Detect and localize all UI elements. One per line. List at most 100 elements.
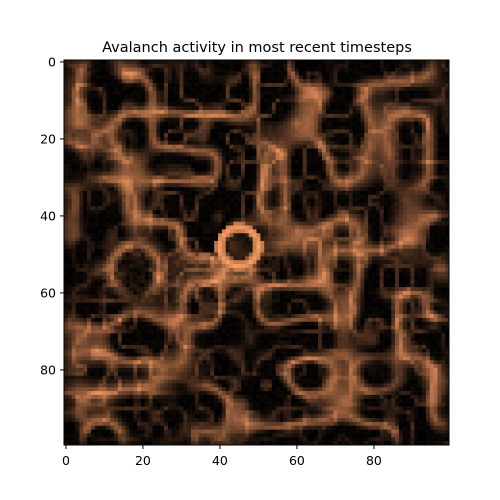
heatmap-cell: [198, 125, 203, 130]
heatmap-cell: [183, 240, 188, 246]
heatmap-cell: [79, 175, 84, 180]
heatmap-cell: [360, 244, 365, 249]
heatmap-cell: [156, 237, 161, 242]
heatmap-cell: [314, 75, 319, 80]
heatmap-cell: [129, 148, 134, 153]
heatmap-cell: [229, 179, 234, 184]
heatmap-cell: [387, 248, 392, 253]
heatmap-cell: [75, 137, 80, 142]
heatmap-cell: [372, 106, 377, 111]
heatmap-cell: [191, 67, 196, 72]
heatmap-cell: [75, 237, 80, 242]
heatmap-cell: [279, 63, 284, 68]
heatmap-cell: [414, 140, 419, 145]
heatmap-cell: [117, 206, 123, 211]
heatmap-cell: [121, 221, 126, 226]
heatmap-cell: [179, 156, 184, 161]
heatmap-cell: [264, 229, 269, 234]
heatmap-cell: [133, 233, 138, 238]
heatmap-cell: [183, 60, 188, 65]
heatmap-cell: [206, 187, 211, 192]
heatmap-cell: [414, 121, 419, 126]
heatmap-cell: [271, 160, 277, 165]
heatmap-cell: [64, 129, 69, 134]
heatmap-cell: [422, 202, 427, 207]
heatmap-cell: [302, 144, 307, 149]
heatmap-cell: [171, 129, 176, 134]
chart-title: Avalanch activity in most recent timeste…: [102, 40, 412, 56]
heatmap-cell: [141, 229, 146, 234]
heatmap-cell: [244, 210, 250, 215]
heatmap-cell: [398, 240, 404, 246]
heatmap-cell: [310, 137, 315, 142]
heatmap-cell: [345, 63, 350, 68]
heatmap-cell: [283, 106, 288, 111]
heatmap-cell: [125, 248, 130, 253]
heatmap-cell: [360, 163, 365, 169]
heatmap-cell: [241, 90, 246, 95]
heatmap-cell: [368, 86, 373, 92]
heatmap-cell: [375, 67, 380, 72]
heatmap-cell: [268, 140, 273, 145]
heatmap-cell: [402, 110, 407, 115]
heatmap-cell: [148, 156, 153, 161]
heatmap-cell: [129, 225, 134, 230]
heatmap-cell: [287, 160, 292, 165]
heatmap-cell: [410, 83, 415, 88]
heatmap-cell: [425, 148, 431, 153]
heatmap-cell: [164, 221, 169, 226]
heatmap-cell: [179, 144, 184, 149]
heatmap-cell: [137, 152, 142, 157]
heatmap-cell: [160, 83, 165, 88]
heatmap-cell: [198, 198, 203, 203]
heatmap-cell: [364, 179, 369, 184]
heatmap-cell: [441, 171, 446, 176]
heatmap-cell: [398, 206, 404, 211]
heatmap-cell: [210, 194, 215, 199]
heatmap-cell: [325, 129, 330, 134]
heatmap-cell: [318, 214, 323, 219]
heatmap-cell: [275, 194, 280, 199]
heatmap-cell: [321, 144, 327, 149]
heatmap-cell: [433, 125, 438, 130]
heatmap-cell: [202, 94, 207, 99]
heatmap-cell: [137, 67, 142, 72]
heatmap-cell: [333, 217, 338, 222]
heatmap-cell: [337, 202, 342, 207]
heatmap-cell: [268, 83, 273, 88]
heatmap-cell: [244, 144, 250, 149]
heatmap-cell: [356, 160, 361, 165]
heatmap-cell: [329, 244, 334, 249]
heatmap-cell: [90, 233, 96, 238]
heatmap-cell: [183, 71, 188, 76]
heatmap-cell: [310, 86, 315, 92]
heatmap-cell: [214, 179, 219, 184]
heatmap-cell: [333, 98, 338, 103]
heatmap-cell: [110, 163, 115, 169]
heatmap-cell: [379, 229, 384, 234]
heatmap-cell: [429, 121, 434, 126]
heatmap-cell: [318, 137, 323, 142]
heatmap-cell: [429, 187, 434, 192]
heatmap-cell: [64, 113, 69, 119]
heatmap-cell: [337, 152, 342, 157]
heatmap-cell: [287, 175, 292, 180]
heatmap-cell: [429, 206, 434, 211]
heatmap-cell: [202, 71, 207, 76]
heatmap-cell: [87, 221, 92, 226]
heatmap-cell: [175, 233, 180, 238]
heatmap-cell: [256, 179, 261, 184]
heatmap-cell: [325, 110, 330, 115]
heatmap-cell: [321, 86, 327, 92]
heatmap-cell: [167, 86, 173, 92]
heatmap-cell: [310, 106, 315, 111]
heatmap-cell: [375, 198, 380, 203]
heatmap-cell: [414, 171, 419, 176]
heatmap-cell: [302, 237, 307, 242]
heatmap-cell: [87, 179, 92, 184]
heatmap-cell: [356, 237, 361, 242]
heatmap-cell: [418, 71, 423, 76]
heatmap-cell: [298, 152, 303, 157]
heatmap-cell: [383, 113, 388, 119]
heatmap-cell: [194, 79, 200, 84]
